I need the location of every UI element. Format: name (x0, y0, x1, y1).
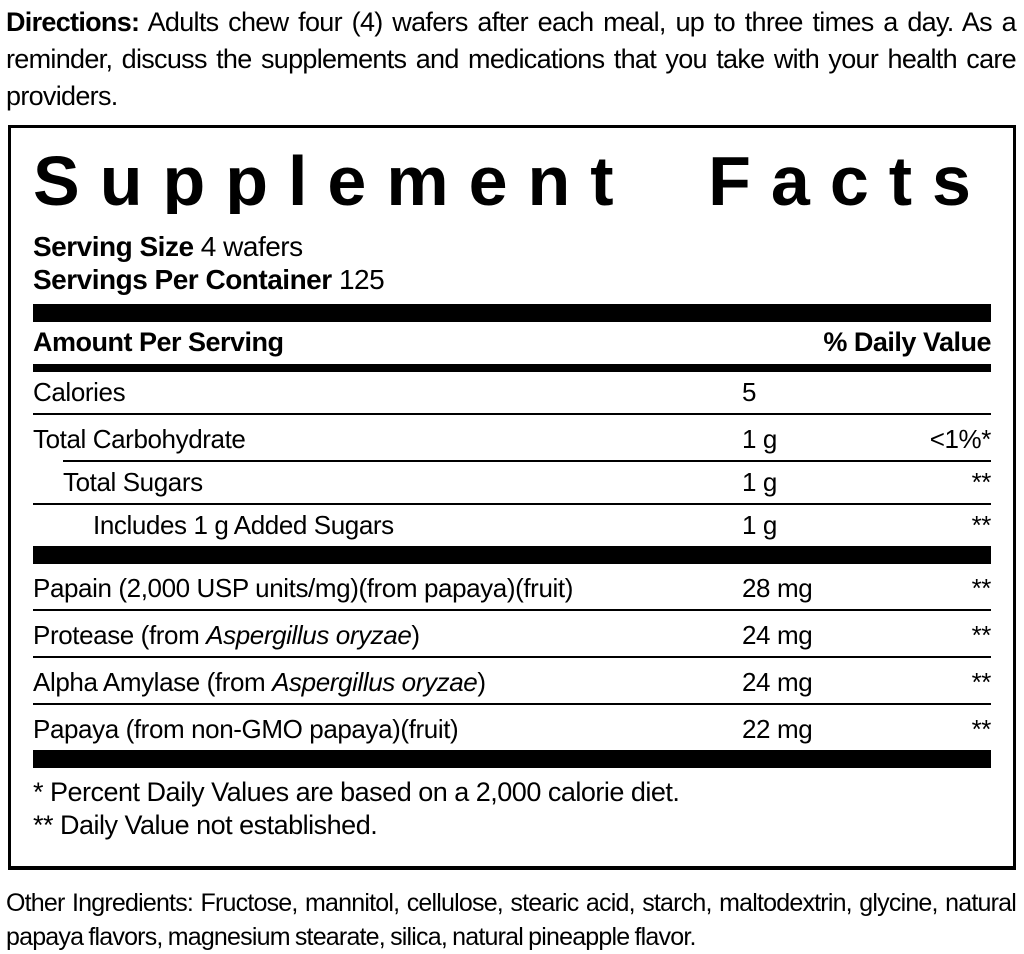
divider-bar-thick (33, 546, 991, 564)
nutrient-row-protease: Protease (from Aspergillus oryzae) 24 mg… (33, 620, 992, 650)
nutrient-daily-value: ** (971, 667, 992, 697)
row-separator-indented (63, 460, 991, 462)
divider-bar-thick (33, 750, 991, 768)
nutrient-name: Papaya (from non-GMO papaya)(fruit) (33, 714, 459, 744)
nutrient-daily-value: ** (971, 620, 992, 650)
nutrient-amount: 1 g (742, 467, 777, 497)
nutrient-amount: 24 mg (742, 620, 813, 650)
nutrient-amount: 22 mg (742, 714, 813, 744)
daily-value-header: % Daily Value (823, 327, 991, 357)
row-separator (33, 609, 991, 611)
other-ingredients-label: Other Ingredients: (6, 889, 194, 917)
nutrient-amount: 28 mg (742, 573, 813, 603)
supplement-facts-panel: Supplement Facts Serving Size 4 wafers S… (8, 125, 1016, 870)
nutrient-name-italic: Aspergillus oryzae (272, 667, 478, 697)
nutrient-row-papaya: Papaya (from non-GMO papaya)(fruit) 22 m… (33, 705, 991, 750)
directions-paragraph: Directions: Adults chew four (4) wafers … (6, 4, 1017, 115)
serving-size-label: Serving Size (33, 231, 194, 262)
nutrient-row-calories: Calories 5 (33, 372, 991, 413)
footnote-dv-not-established: ** Daily Value not established. (33, 810, 378, 840)
nutrient-row-added-sugars: Includes 1 g Added Sugars 1 g ** (33, 505, 991, 546)
footnote-daily-values: * Percent Daily Values are based on a 2,… (33, 777, 680, 807)
nutrient-row-alpha-amylase: Alpha Amylase (from Aspergillus oryzae) … (33, 667, 992, 697)
nutrient-name: Includes 1 g Added Sugars (93, 510, 394, 540)
nutrient-row-total-carbohydrate: Total Carbohydrate 1 g <1%* (33, 415, 991, 460)
nutrient-name: Alpha Amylase (from (33, 667, 273, 697)
panel-title: Supplement Facts (33, 148, 991, 214)
nutrient-name: Papain (2,000 USP units/mg)(from papaya)… (33, 573, 573, 603)
nutrient-daily-value: ** (971, 573, 992, 603)
row-separator (33, 656, 991, 658)
nutrient-daily-value: ** (971, 467, 992, 497)
nutrient-name: Total Sugars (63, 467, 203, 497)
directions-label: Directions: (6, 7, 140, 37)
nutrient-name: Total Carbohydrate (33, 424, 246, 454)
nutrient-row-total-sugars: Total Sugars 1 g ** (33, 462, 991, 503)
other-ingredients-paragraph: Other Ingredients: Fructose, mannitol, c… (6, 886, 1017, 954)
other-ingredients-text: Fructose, mannitol, cellulose, stearic a… (6, 889, 1017, 951)
row-separator (33, 413, 991, 415)
row-separator (33, 503, 991, 505)
serving-size-value: 4 wafers (200, 231, 303, 262)
nutrient-amount: 5 (742, 377, 757, 407)
divider-bar-medium (33, 364, 991, 372)
nutrient-daily-value: <1%* (929, 424, 992, 454)
nutrient-amount: 24 mg (742, 667, 813, 697)
nutrient-amount: 1 g (742, 510, 777, 540)
column-header-row: Amount Per Serving % Daily Value (33, 322, 991, 364)
divider-bar-thick (33, 304, 991, 322)
nutrient-name: Protease (from (33, 620, 207, 650)
nutrient-row-papain: Papain (2,000 USP units/mg)(from papaya)… (33, 564, 991, 609)
amount-per-serving-header: Amount Per Serving (33, 327, 284, 357)
servings-per-container-value: 125 (338, 264, 385, 295)
servings-per-container-line: Servings Per Container 125 (33, 263, 991, 296)
directions-text: Adults chew four (4) wafers after each m… (6, 7, 1017, 111)
nutrient-amount: 1 g (742, 424, 777, 454)
nutrient-daily-value: ** (971, 510, 992, 540)
row-separator (33, 703, 991, 705)
serving-size-line: Serving Size 4 wafers (33, 230, 991, 263)
nutrient-daily-value: ** (971, 714, 992, 744)
servings-per-container-label: Servings Per Container (33, 264, 332, 295)
label-page: { "colors": { "text": "#000000", "backgr… (0, 4, 1024, 951)
footnotes: * Percent Daily Values are based on a 2,… (33, 776, 991, 842)
nutrient-name-italic: Aspergillus oryzae (206, 620, 412, 650)
nutrient-name: Calories (33, 377, 126, 407)
